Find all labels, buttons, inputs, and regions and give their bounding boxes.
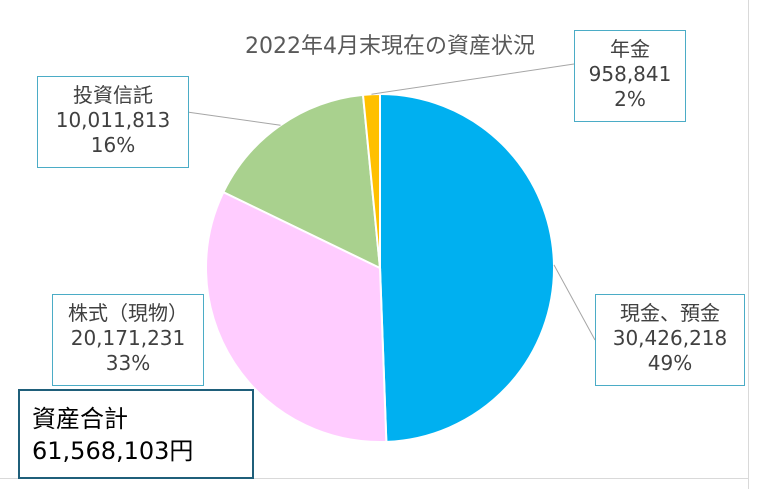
chart-frame-bottom-edge — [0, 478, 749, 479]
total-assets-value: 61,568,103円 — [32, 437, 194, 465]
data-label-stocks: 株式（現物） 20,171,231 33% — [52, 294, 204, 386]
data-label-value: 958,841 — [588, 62, 672, 86]
leader-line-pension — [371, 63, 575, 95]
data-label-percent: 49% — [647, 351, 693, 375]
total-assets-label: 資産合計 — [32, 405, 128, 433]
data-label-name: 投資信託 — [73, 83, 153, 107]
data-label-percent: 33% — [105, 351, 151, 375]
chart-title: 2022年4月末現在の資産状況 — [245, 34, 535, 59]
data-label-name: 株式（現物） — [68, 301, 188, 325]
data-label-name: 現金、預金 — [620, 301, 720, 325]
total-assets-box: 資産合計 61,568,103円 — [18, 389, 254, 479]
data-label-name: 年金 — [610, 37, 650, 61]
leader-line-investment-trust — [186, 111, 281, 126]
chart-frame-right-edge — [748, 0, 749, 489]
pie-slice-investment-trust — [222, 93, 382, 270]
data-label-pension: 年金 958,841 2% — [574, 30, 686, 122]
data-label-investment-trust: 投資信託 10,011,813 16% — [37, 76, 189, 168]
data-label-percent: 16% — [90, 133, 136, 157]
data-label-cash-deposit: 現金、預金 30,426,218 49% — [595, 294, 745, 386]
pie-slice-stocks — [205, 190, 388, 443]
leader-line-cash-deposit — [553, 264, 596, 341]
data-label-value: 20,171,231 — [70, 326, 186, 350]
data-label-value: 30,426,218 — [612, 326, 728, 350]
data-label-percent: 2% — [614, 87, 646, 111]
pie-slice-cash-deposit — [379, 92, 555, 443]
data-label-value: 10,011,813 — [55, 108, 171, 132]
